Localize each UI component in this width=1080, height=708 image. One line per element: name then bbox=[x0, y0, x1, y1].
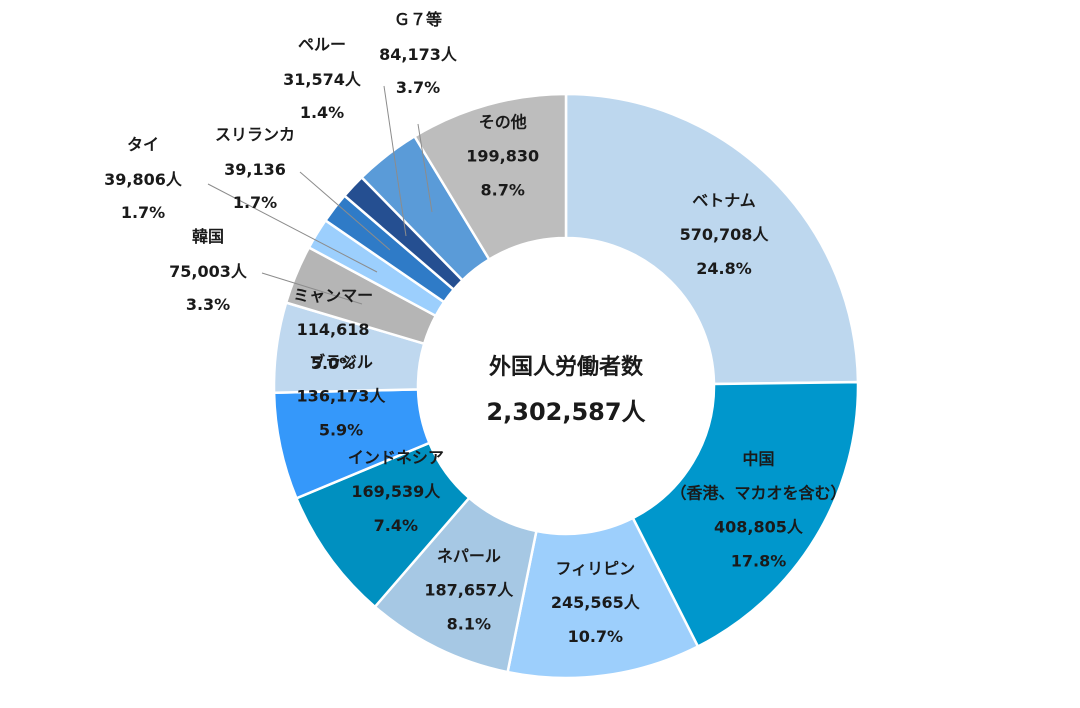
value-label-12: 199,830 bbox=[466, 147, 539, 166]
leader-line-7 bbox=[261, 272, 363, 305]
leader-line-9 bbox=[299, 171, 391, 251]
percent-label-6: 5.0% bbox=[311, 354, 355, 373]
percent-label-12: 8.7% bbox=[481, 181, 525, 200]
value-label-8: 39,806人 bbox=[104, 170, 183, 189]
percent-label-0: 24.8% bbox=[696, 259, 752, 278]
category-label-9: スリランカ bbox=[215, 125, 295, 144]
percent-label-4: 7.4% bbox=[374, 516, 418, 535]
slice-labels: ベトナム 570,708人 24.8% 中国 （香港、マカオを含む） 408,805人 17… bbox=[104, 10, 846, 646]
category-label-10: ペルー bbox=[298, 35, 346, 54]
value-label-6: 114,618 bbox=[297, 320, 370, 339]
category-label-5: ブラジル bbox=[309, 353, 373, 372]
category-label-7: 韓国 bbox=[192, 227, 224, 246]
category-label-12: その他 bbox=[479, 113, 527, 132]
value-label-9: 39,136 bbox=[224, 160, 286, 179]
category-label-1: 中国 bbox=[742, 450, 774, 469]
percent-label-3: 8.1% bbox=[447, 614, 491, 633]
category-label-6: ミャンマー bbox=[293, 286, 373, 305]
leader-lines bbox=[207, 85, 433, 305]
value-label-4: 169,539人 bbox=[351, 482, 441, 501]
leader-line-11 bbox=[417, 123, 433, 213]
donut-slice-12 bbox=[412, 92, 568, 262]
value-label-11: 84,173人 bbox=[379, 45, 458, 64]
value-label-10: 31,574人 bbox=[283, 70, 362, 89]
value-label-0: 570,708人 bbox=[680, 225, 770, 244]
percent-label-11: 3.7% bbox=[396, 78, 440, 97]
percent-label-9: 1.7% bbox=[233, 193, 277, 212]
category-label-4: インドネシア bbox=[348, 448, 444, 467]
category-label-11: Ｇ７等 bbox=[394, 10, 442, 29]
value-label-2: 245,565人 bbox=[551, 593, 641, 612]
percent-label-1: 17.8% bbox=[731, 552, 787, 571]
donut-slice-1 bbox=[631, 380, 860, 649]
category-label-0: ベトナム bbox=[692, 191, 756, 210]
category-label-8: タイ bbox=[127, 135, 159, 154]
percent-label-5: 5.9% bbox=[319, 421, 363, 440]
value-label-1: 408,805人 bbox=[714, 518, 804, 537]
donut-slices bbox=[272, 92, 860, 680]
center-title: 外国人労働者数 bbox=[489, 354, 644, 380]
value-label-7: 75,003人 bbox=[169, 262, 248, 281]
percent-label-8: 1.7% bbox=[121, 203, 165, 222]
percent-label-7: 3.3% bbox=[186, 295, 230, 314]
value-label-3: 187,657人 bbox=[424, 580, 514, 599]
leader-line-10 bbox=[383, 85, 407, 237]
donut-slice-0 bbox=[564, 92, 860, 386]
category-sublabel-1: （香港、マカオを含む） bbox=[670, 484, 846, 503]
percent-label-10: 1.4% bbox=[300, 103, 344, 122]
leader-line-8 bbox=[207, 183, 378, 273]
category-label-2: フィリピン bbox=[555, 559, 635, 578]
percent-label-2: 10.7% bbox=[568, 627, 624, 646]
value-label-5: 136,173人 bbox=[297, 387, 387, 406]
center-total: 2,302,587人 bbox=[486, 398, 645, 426]
category-label-3: ネパール bbox=[437, 546, 501, 565]
